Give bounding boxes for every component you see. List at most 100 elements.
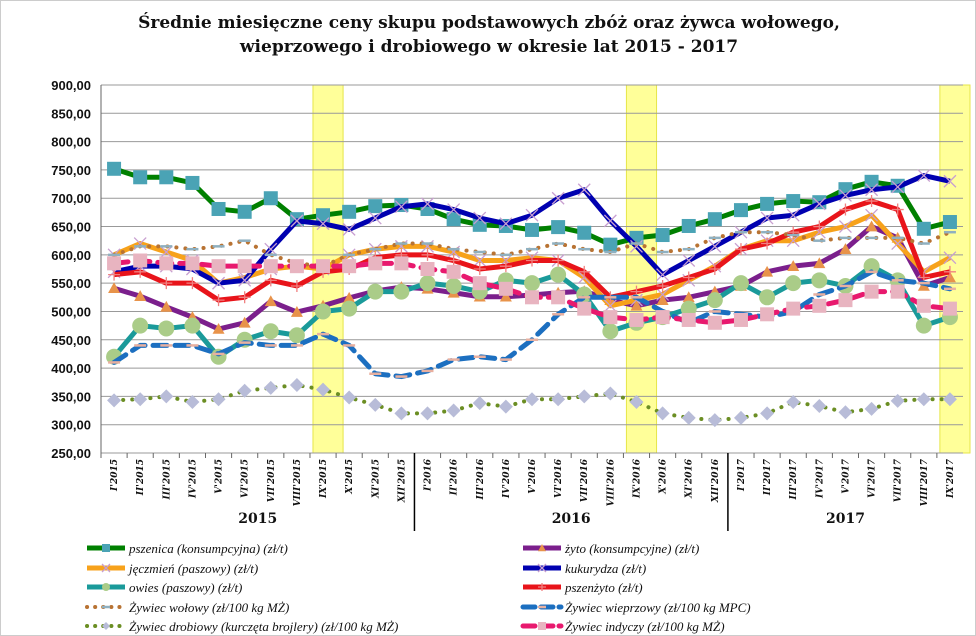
- data-point: [211, 201, 226, 216]
- data-point: [420, 262, 435, 276]
- legend-item-3: kukurydza (zł/t): [523, 561, 646, 576]
- data-point: [708, 239, 722, 253]
- data-point: [212, 294, 225, 307]
- data-point: [865, 195, 878, 208]
- data-point: [525, 222, 539, 237]
- data-point: [342, 204, 357, 219]
- data-point: [786, 301, 801, 316]
- y-tick-label: 650,00: [51, 220, 91, 235]
- data-point: [237, 383, 252, 398]
- legend-item-9: Żywiec indyczy (zł/100 kg MŻ): [520, 619, 725, 634]
- data-point: [629, 312, 644, 327]
- data-point: [185, 395, 200, 410]
- legend-item-2: jęczmień (paszowy) (zł/t): [87, 561, 258, 576]
- data-point: [786, 395, 801, 410]
- data-point: [262, 323, 279, 340]
- data-point: [942, 301, 957, 316]
- data-point: [865, 183, 879, 197]
- data-point: [419, 275, 436, 292]
- data-point: [577, 225, 592, 240]
- data-point: [551, 392, 566, 407]
- y-tick-label: 750,00: [51, 163, 91, 178]
- data-point: [759, 289, 776, 306]
- x-tick-label: I'2016: [424, 458, 434, 492]
- data-point: [838, 405, 853, 420]
- data-point: [890, 284, 905, 299]
- data-point: [656, 288, 670, 301]
- x-tick-label: IX'2017: [946, 458, 956, 499]
- legend-label: owies (paszowy) (zł/t): [129, 580, 242, 595]
- data-point: [133, 392, 148, 407]
- data-point: [289, 378, 304, 393]
- data-point: [813, 257, 826, 269]
- x-tick-label: XI'2015: [371, 459, 381, 499]
- legend-item-7: Żywiec wieprzowy (zł/100 kg MPC): [520, 600, 751, 615]
- data-point: [343, 291, 356, 303]
- data-point: [550, 266, 567, 283]
- data-point: [394, 200, 408, 214]
- data-point: [212, 276, 226, 290]
- data-point: [447, 203, 461, 217]
- legend-marker: [101, 563, 111, 573]
- legend-marker: [538, 583, 546, 591]
- legend-item-4: owies (paszowy) (zł/t): [87, 580, 242, 595]
- legend: pszenica (konsumpcyjna) (zł/t) żyto (kons…: [85, 541, 751, 634]
- data-point: [446, 264, 461, 279]
- year-label: 2016: [552, 511, 591, 527]
- legend-label: Żywiec wieprzowy (zł/100 kg MPC): [565, 600, 751, 615]
- x-tick-label: III'2017: [789, 458, 799, 500]
- x-tick-label: XI'2016: [685, 458, 695, 499]
- data-point: [838, 293, 853, 308]
- y-tick-label: 700,00: [51, 191, 91, 206]
- data-point: [134, 290, 147, 301]
- x-tick-label: VI'2017: [868, 458, 878, 498]
- legend-marker: [102, 583, 110, 591]
- x-axis: I'2015 II'2015 III'2015 IV'2015 V'2015 VI'201…: [100, 453, 956, 531]
- data-point: [811, 272, 828, 289]
- data-point: [839, 203, 852, 216]
- data-point: [288, 327, 305, 344]
- data-point: [211, 392, 226, 407]
- data-point: [733, 203, 748, 218]
- data-point: [525, 290, 539, 305]
- x-tick-label: VII'2017: [894, 458, 904, 502]
- legend-item-0: pszenica (konsumpcyjna) (zł/t): [87, 541, 288, 556]
- legend-marker: [538, 544, 546, 552]
- legend-item-8: Żywiec drobiowy (kurczęta brojlery) (zł/…: [85, 619, 398, 634]
- year-label: 2015: [238, 511, 277, 527]
- data-point: [760, 196, 775, 211]
- data-point: [212, 323, 225, 334]
- x-tick-label: V'2017: [841, 458, 851, 494]
- data-point: [578, 265, 591, 278]
- data-point: [891, 203, 904, 216]
- data-point: [551, 191, 565, 205]
- data-point: [290, 279, 303, 292]
- data-point: [473, 263, 486, 275]
- data-point: [838, 220, 852, 233]
- data-point: [263, 191, 278, 206]
- x-tick-label: VII'2015: [267, 459, 277, 502]
- data-point: [786, 234, 800, 248]
- x-tick-label: V'2016: [528, 458, 538, 494]
- data-point: [785, 275, 802, 292]
- data-point: [603, 386, 618, 401]
- legend-label: Żywiec indyczy (zł/100 kg MŻ): [565, 619, 725, 634]
- data-point: [603, 299, 617, 313]
- x-tick-label: XII'2016: [711, 458, 721, 503]
- data-point: [445, 277, 462, 294]
- x-tick-label: III'2015: [162, 459, 172, 500]
- data-point: [864, 401, 879, 416]
- data-point: [524, 275, 540, 292]
- data-point: [107, 161, 122, 176]
- x-tick-label: VIII'2017: [920, 458, 930, 506]
- data-point: [917, 169, 931, 183]
- series-6: [108, 230, 956, 269]
- x-tick-label: VII'2016: [580, 458, 590, 502]
- x-tick-label: IX'2016: [632, 458, 642, 499]
- data-point: [863, 258, 880, 275]
- data-point: [342, 390, 357, 405]
- x-tick-label: II'2016: [450, 458, 460, 496]
- data-point: [238, 273, 252, 287]
- data-point: [577, 301, 592, 316]
- x-tick-label: IV'2016: [502, 458, 512, 499]
